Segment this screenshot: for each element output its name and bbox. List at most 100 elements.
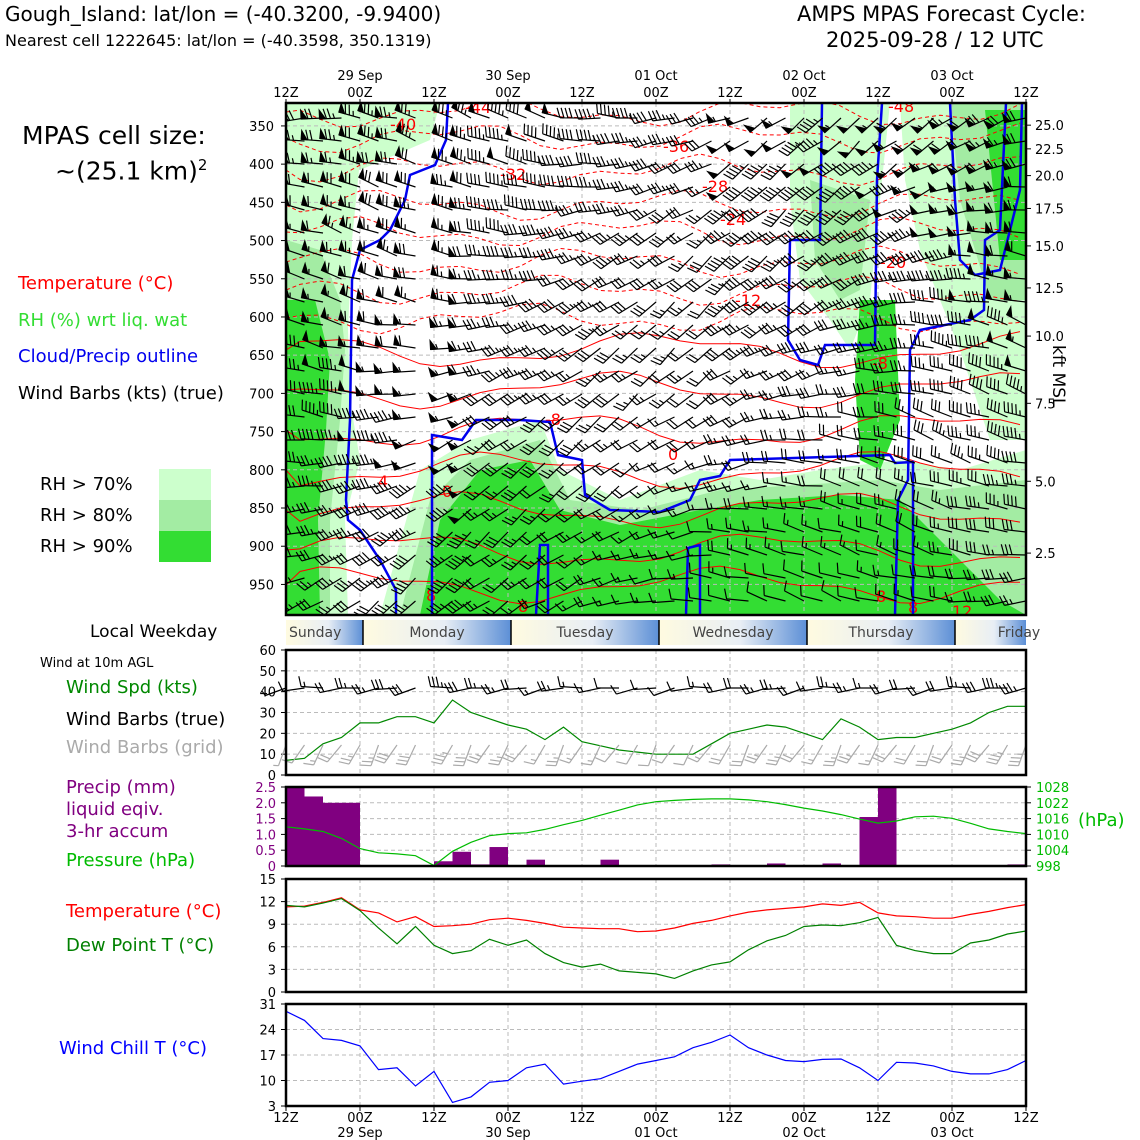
upper-wind-barb [817,517,842,533]
upper-wind-barb-flag [356,309,364,323]
upper-wind-barb [721,482,749,493]
upper-wind-barb [817,448,842,464]
top-hour-label: 00Z [939,86,965,101]
upper-wind-barb [740,480,768,491]
upper-wind-barb [893,583,916,602]
upper-wind-barb [592,462,620,476]
temperature-contour-dashed [286,153,1021,186]
upper-wind-barb [629,548,657,559]
upper-wind-barb [891,564,916,579]
upper-wind-barb [499,415,527,428]
upper-wind-barb [685,545,712,557]
upper-wind-barb-flag [908,189,921,200]
upper-wind-barb-flag [447,317,457,329]
upper-wind-barb [776,369,805,382]
upper-wind-barb [519,462,546,479]
upper-wind-barb-flag [1001,112,1012,124]
upper-wind-barb [907,269,934,282]
temperature-contour-label: -28 [702,177,728,196]
upper-wind-barb [574,347,601,363]
surface-wind-barb-true [480,683,509,695]
upper-wind-barb [389,554,416,570]
upper-wind-barb-flag [890,169,904,179]
upper-wind-barb-flag [984,221,993,233]
upper-wind-barb [574,176,601,188]
upper-wind-barb [573,508,601,520]
upper-wind-barb [503,194,527,211]
upper-wind-barb [449,126,472,142]
weekday-cell [511,620,659,645]
windchill-line [285,1010,1027,1104]
upper-wind-barb [351,408,379,421]
upper-wind-barb [963,591,990,603]
upper-wind-barb [485,217,509,234]
upper-wind-barb [295,598,324,611]
upper-wind-barb [554,370,583,383]
upper-wind-barb [316,429,342,441]
upper-wind-barb [950,442,971,464]
upper-wind-barb-flag [928,203,938,215]
upper-wind-barb [333,577,361,592]
upper-wind-barb [928,541,953,556]
dewpoint-line [285,897,1027,980]
upper-wind-barb [761,209,786,228]
upper-wind-barb [574,201,601,213]
upper-wind-barb [998,571,1026,584]
upper-wind-barb [499,577,527,591]
upper-wind-barb [1003,493,1026,510]
upper-wind-barb [501,462,527,479]
rh-legend-80: RH > 80% [40,505,133,526]
upper-wind-barb [758,344,786,357]
pressure-tick-label: 350 [249,120,274,135]
upper-wind-barb [536,600,564,614]
panel-ytick-label: 50 [259,665,276,680]
surface-wind-barb-grid [453,744,472,767]
temperature-contour-dashed [286,103,1021,128]
nearest-cell-label: Nearest cell 1222645: lat/lon = (-40.359… [5,31,432,50]
upper-wind-barb [721,416,749,428]
upper-wind-barb [610,531,638,544]
upper-wind-barb [629,232,657,246]
upper-wind-barb [912,397,934,418]
upper-wind-barb [684,439,712,450]
upper-wind-barb [517,298,546,313]
kft-tick-label: 20.0 [1035,170,1064,185]
upper-wind-barb [647,110,675,122]
upper-wind-barb [850,161,879,176]
upper-wind-barb [668,255,694,273]
bottom-date-label: 29 Sep [337,1126,382,1140]
upper-wind-barb [929,516,953,533]
upper-wind-barb-flag [301,353,309,367]
upper-wind-barb-flag [300,151,308,164]
legend-temperature: Temperature (°C) [18,273,174,294]
surface-wind-barb-true [463,677,490,689]
upper-wind-barb [351,477,379,491]
surface-wind-barb-grid [673,744,694,766]
surface-wind-barb-grid [616,744,639,765]
upper-wind-barb [910,355,934,372]
wind-speed-line [285,699,1026,761]
surface-wind-barb-true [298,676,324,689]
precip-bar [286,787,305,866]
upper-wind-barb-flag [524,103,532,113]
legend-wind-barbs: Wind Barbs (kts) (true) [18,383,224,404]
surface-wind-barb-grid [730,744,750,767]
upper-wind-barb [630,370,657,387]
bottom-hour-label: 00Z [347,1111,373,1126]
upper-wind-barb-flag [449,124,457,137]
upper-wind-barb [592,156,620,168]
panel-ytick-label: 2.0 [255,797,276,812]
upper-wind-barb [537,416,564,432]
upper-wind-barb-flag [358,190,365,204]
upper-wind-barb-flag [985,263,993,277]
upper-wind-barb [742,255,768,273]
upper-wind-barb [949,353,971,372]
upper-wind-barb [592,132,620,146]
upper-wind-barb [467,148,490,165]
surface-wind-barb-true [517,686,546,697]
upper-wind-barb [480,344,509,357]
upper-wind-barb [795,138,823,153]
upper-wind-barb [666,347,694,362]
upper-wind-barb [893,538,916,556]
upper-wind-barb-flag [966,240,975,254]
